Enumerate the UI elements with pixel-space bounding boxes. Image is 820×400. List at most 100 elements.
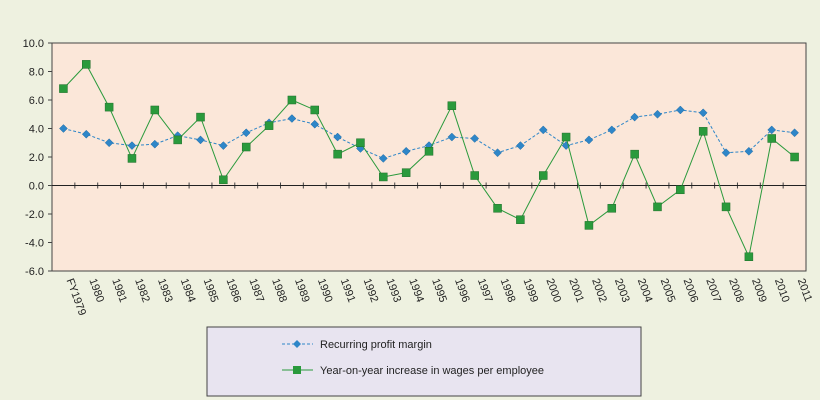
data-point-diamond xyxy=(310,119,320,129)
x-tick-label: 2002 xyxy=(589,277,609,304)
data-point-diamond xyxy=(653,109,662,119)
x-tick-label: 1990 xyxy=(315,277,335,304)
legend-item-profit: Recurring profit margin xyxy=(282,339,432,351)
y-tick-label: -4.0 xyxy=(25,238,44,250)
x-tick-label: 1996 xyxy=(452,277,472,304)
legend: Recurring profit margin Year-on-year inc… xyxy=(206,326,642,397)
data-point-diamond xyxy=(744,146,754,156)
data-point-square xyxy=(516,215,525,224)
x-tick-label: 1993 xyxy=(383,277,403,304)
x-tick-label: 1984 xyxy=(178,277,198,304)
data-point-square xyxy=(333,149,342,159)
data-point-diamond xyxy=(767,125,777,135)
data-point-square xyxy=(104,102,114,112)
data-point-diamond xyxy=(790,128,799,138)
data-point-square xyxy=(59,84,68,93)
data-point-square xyxy=(561,132,571,142)
x-tick-label: 2008 xyxy=(726,277,746,304)
data-point-square xyxy=(653,202,662,212)
legend-marker-diamond xyxy=(293,340,301,348)
data-point-square xyxy=(264,121,274,130)
data-point-square xyxy=(219,175,228,185)
data-point-square xyxy=(150,105,160,115)
data-point-square xyxy=(584,221,594,230)
y-tick-label: 8.0 xyxy=(29,67,44,79)
data-point-square xyxy=(241,142,251,152)
legend-item-wages: Year-on-year increase in wages per emplo… xyxy=(282,365,544,377)
legend-label: Recurring profit margin xyxy=(320,339,432,351)
data-point-diamond xyxy=(104,138,114,148)
y-tick-label: 2.0 xyxy=(29,152,44,164)
data-point-square xyxy=(401,168,411,177)
data-point-diamond xyxy=(287,114,297,123)
data-point-diamond xyxy=(470,134,480,143)
x-tick-label: 1987 xyxy=(246,277,266,304)
x-tick-label: 2011 xyxy=(795,277,814,303)
x-tick-label: 2006 xyxy=(681,277,701,304)
x-tick-label: 2005 xyxy=(658,277,678,304)
data-point-square xyxy=(607,204,617,213)
data-point-diamond xyxy=(584,135,594,145)
data-point-diamond xyxy=(196,135,205,145)
data-point-diamond xyxy=(401,146,411,156)
data-point-diamond xyxy=(675,105,685,115)
legend-marker-square xyxy=(293,366,301,374)
plot-area xyxy=(51,42,807,272)
data-point-square xyxy=(470,171,479,180)
data-point-diamond xyxy=(241,128,251,138)
data-point-diamond xyxy=(447,132,457,142)
x-tick-label: 1988 xyxy=(269,277,289,304)
data-point-diamond xyxy=(150,139,160,149)
data-point-square xyxy=(424,147,434,156)
x-tick-label: 1983 xyxy=(155,277,175,304)
x-tick-label: 2007 xyxy=(703,277,723,304)
x-tick-label: 1991 xyxy=(338,277,358,304)
data-point-square xyxy=(676,185,685,195)
data-point-square xyxy=(767,134,776,143)
data-point-square xyxy=(127,154,137,163)
x-tick-label: 1995 xyxy=(429,277,449,304)
data-point-diamond xyxy=(538,125,548,135)
data-point-diamond xyxy=(493,148,502,158)
x-tick-label: 2001 xyxy=(566,277,586,304)
data-point-square xyxy=(82,60,91,69)
x-tick-label: 1989 xyxy=(292,277,312,304)
data-point-square xyxy=(630,149,639,159)
data-point-square xyxy=(356,138,365,147)
data-point-square xyxy=(310,105,320,115)
x-tick-label: 1999 xyxy=(521,277,541,304)
x-tick-label: 1997 xyxy=(475,277,495,304)
series-layer xyxy=(59,60,799,261)
x-tick-label: 2000 xyxy=(543,277,563,304)
data-point-square xyxy=(721,202,731,212)
y-tick-label: -6.0 xyxy=(25,266,44,278)
data-point-square xyxy=(173,135,182,145)
data-point-diamond xyxy=(698,108,708,118)
data-point-diamond xyxy=(607,125,617,135)
data-point-diamond xyxy=(561,141,571,150)
data-point-diamond xyxy=(127,141,137,150)
y-tick-label: 0.0 xyxy=(29,181,44,193)
data-point-diamond xyxy=(59,124,68,133)
x-tick-label: 1998 xyxy=(498,277,518,304)
data-point-diamond xyxy=(378,154,388,163)
data-point-diamond xyxy=(630,112,639,122)
x-tick-label: 1994 xyxy=(406,277,426,304)
x-tick-label: 1985 xyxy=(201,277,221,304)
data-point-diamond xyxy=(219,141,228,150)
data-point-diamond xyxy=(81,129,91,139)
y-axis: 10.0 8.0 6.0 4.0 2.0 0.0 -2.0 -4.0 -6.0 xyxy=(23,38,52,278)
data-point-square xyxy=(196,112,205,122)
y-tick-label: 6.0 xyxy=(29,95,44,107)
data-point-diamond xyxy=(721,148,731,158)
legend-box xyxy=(206,326,642,397)
data-point-diamond xyxy=(516,141,525,150)
x-tick-label: 2003 xyxy=(612,277,632,304)
x-tick-label: 1982 xyxy=(132,277,152,304)
x-tick-label: 1992 xyxy=(361,277,381,304)
x-tick-label: FY1979 xyxy=(64,277,88,317)
data-point-square xyxy=(447,101,457,110)
x-tick-label: 2009 xyxy=(749,277,769,304)
data-point-square xyxy=(287,95,297,105)
